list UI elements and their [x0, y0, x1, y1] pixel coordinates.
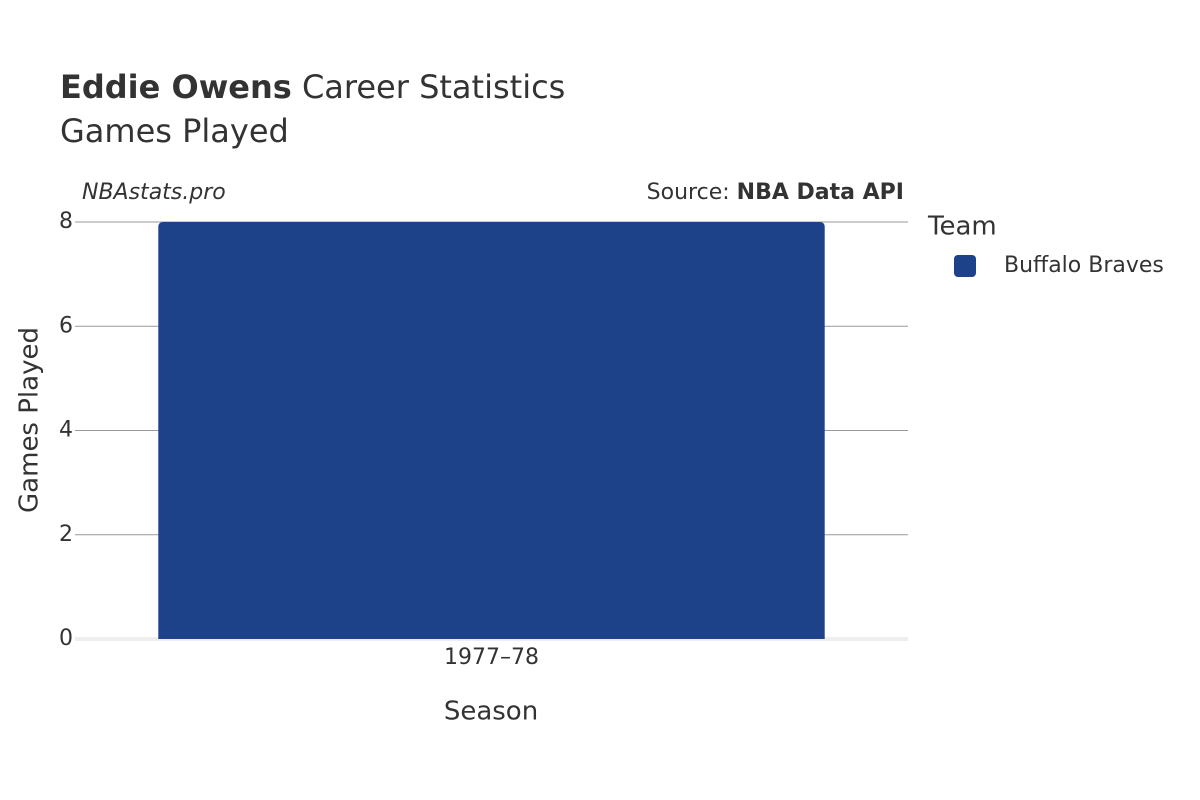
legend-label: Buffalo Braves: [1004, 253, 1164, 278]
title-rest: Career Statistics: [302, 68, 565, 106]
source-label: Source:: [647, 180, 730, 205]
y-axis-label: Games Played: [15, 327, 45, 513]
y-tick-label: 6: [59, 313, 73, 338]
title-bold: Eddie Owens: [60, 68, 292, 106]
chart-subtitle: Games Played: [60, 112, 289, 150]
x-axis-label: Season: [444, 697, 538, 727]
chart-title: Eddie Owens Career Statistics: [60, 68, 565, 106]
watermark: NBAstats.pro: [82, 180, 226, 205]
bar: [158, 222, 825, 639]
y-tick-label: 4: [59, 418, 73, 443]
y-tick-label: 0: [59, 626, 73, 651]
source: Source: NBA Data API: [647, 180, 904, 205]
legend-title: Team: [927, 212, 997, 242]
y-tick-label: 2: [59, 522, 73, 547]
source-name: NBA Data API: [737, 180, 904, 205]
legend-swatch: [954, 255, 976, 277]
y-tick-label: 8: [59, 209, 73, 234]
x-tick-label: 1977–78: [444, 645, 539, 670]
